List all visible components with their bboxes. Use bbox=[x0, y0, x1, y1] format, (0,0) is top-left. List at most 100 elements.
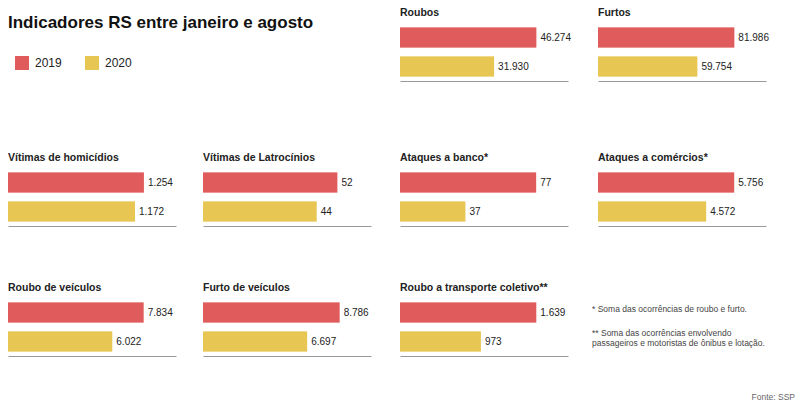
panel: Furtos 81.986 59.754 bbox=[598, 6, 769, 82]
panel: Furto de veículos 8.786 6.697 bbox=[203, 281, 372, 357]
x-axis bbox=[401, 226, 569, 227]
title: Indicadores RS entre janeiro e agosto bbox=[8, 13, 313, 32]
panel: Vítimas de Latrocínios 5244 bbox=[203, 151, 372, 227]
bar bbox=[8, 302, 144, 322]
bar bbox=[203, 302, 340, 322]
panel-title: Roubos bbox=[400, 6, 439, 18]
panel-title: Furto de veículos bbox=[203, 281, 290, 293]
bar bbox=[598, 201, 706, 221]
x-axis-line bbox=[9, 226, 177, 227]
legend-label: 2020 bbox=[105, 56, 132, 70]
data-label: 5.756 bbox=[738, 177, 763, 188]
x-axis-line bbox=[599, 226, 767, 227]
data-label: 46.274 bbox=[540, 32, 571, 43]
bar bbox=[400, 302, 536, 322]
bar bbox=[400, 56, 494, 76]
x-axis-line bbox=[204, 356, 372, 357]
bars bbox=[400, 302, 536, 351]
x-axis-line bbox=[401, 356, 569, 357]
panel-title: Roubo de veículos bbox=[8, 281, 102, 293]
x-axis-line bbox=[401, 226, 569, 227]
annotation: ** Soma das ocorrências envolvendopassag… bbox=[592, 328, 765, 348]
bar bbox=[203, 172, 337, 192]
chart-root: Indicadores RS entre janeiro e agosto 201… bbox=[0, 0, 800, 409]
bars bbox=[8, 172, 144, 221]
panel-title: Vítimas de Latrocínios bbox=[203, 151, 315, 163]
panel: Ataques a comércios* 5.756 4.572 bbox=[598, 151, 767, 227]
panel: Vítimas de homicídios 1.254 1.172 bbox=[8, 151, 177, 227]
data-labels: 77 37 bbox=[469, 177, 551, 217]
bar bbox=[598, 27, 734, 47]
legend-item: 2020 bbox=[85, 56, 132, 70]
bar bbox=[400, 27, 536, 47]
annotation: * Soma das ocorrências de roubo e furto. bbox=[592, 304, 747, 314]
bars bbox=[8, 302, 144, 351]
panel-title: Furtos bbox=[598, 6, 631, 18]
data-label: 44 bbox=[321, 206, 333, 217]
data-label: 37 bbox=[469, 206, 481, 217]
panel: Roubos 46.274 31.930 bbox=[400, 6, 571, 82]
bars bbox=[203, 172, 337, 221]
bar bbox=[8, 331, 112, 351]
panel: Ataques a banco* 77 37 bbox=[400, 151, 569, 227]
x-axis bbox=[599, 81, 767, 82]
bar bbox=[400, 331, 481, 351]
x-axis bbox=[401, 356, 569, 357]
data-labels: 8.786 6.697 bbox=[311, 307, 369, 347]
x-axis bbox=[9, 226, 177, 227]
panel: Roubo de veículos 7.834 6.022 bbox=[8, 281, 177, 357]
data-labels: 81.986 59.754 bbox=[701, 32, 769, 72]
data-label: 973 bbox=[485, 336, 502, 347]
data-labels: 46.274 31.930 bbox=[498, 32, 571, 72]
x-axis bbox=[9, 356, 177, 357]
data-label: 4.572 bbox=[710, 206, 735, 217]
x-axis-line bbox=[401, 81, 569, 82]
x-axis-line bbox=[9, 356, 177, 357]
data-label: 1.254 bbox=[148, 177, 173, 188]
panel: Roubo a transporte coletivo** 1.639 973 bbox=[400, 281, 569, 357]
data-label: 6.022 bbox=[116, 336, 141, 347]
bar bbox=[203, 331, 307, 351]
bar bbox=[598, 56, 697, 76]
data-labels: 1.639 973 bbox=[485, 307, 566, 347]
x-axis-line bbox=[599, 81, 767, 82]
bar bbox=[400, 201, 465, 221]
bar bbox=[400, 172, 536, 192]
legend-item: 2019 bbox=[15, 56, 62, 70]
bars bbox=[400, 172, 536, 221]
x-axis bbox=[599, 226, 767, 227]
data-labels: 7.834 6.022 bbox=[116, 307, 173, 347]
data-labels: 5244 bbox=[321, 177, 353, 217]
panel-title: Ataques a comércios* bbox=[598, 151, 709, 163]
bars bbox=[203, 302, 340, 351]
bar bbox=[8, 172, 144, 192]
legend-swatch bbox=[85, 56, 99, 70]
data-labels: 5.756 4.572 bbox=[710, 177, 763, 217]
x-axis bbox=[401, 81, 569, 82]
data-label: 1.639 bbox=[540, 307, 565, 318]
x-axis-line bbox=[204, 226, 372, 227]
data-label: 59.754 bbox=[701, 61, 732, 72]
x-axis bbox=[204, 356, 372, 357]
legend-swatch bbox=[15, 56, 29, 70]
bar bbox=[598, 172, 734, 192]
bars bbox=[400, 27, 536, 76]
bar bbox=[203, 201, 317, 221]
data-label: 81.986 bbox=[738, 32, 769, 43]
data-label: 8.786 bbox=[344, 307, 369, 318]
legend: 2019 2020 bbox=[15, 56, 132, 70]
data-label: 6.697 bbox=[311, 336, 336, 347]
data-labels: 1.254 1.172 bbox=[139, 177, 173, 217]
data-label: 31.930 bbox=[498, 61, 529, 72]
data-label: 7.834 bbox=[148, 307, 173, 318]
panel-title: Ataques a banco* bbox=[400, 151, 489, 163]
legend-label: 2019 bbox=[35, 56, 62, 70]
data-label: 1.172 bbox=[139, 206, 164, 217]
data-label: 77 bbox=[540, 177, 552, 188]
bar bbox=[8, 201, 135, 221]
panel-title: Roubo a transporte coletivo** bbox=[400, 281, 549, 293]
annotation: Fonte: SSP bbox=[752, 392, 796, 402]
x-axis bbox=[204, 226, 372, 227]
bars bbox=[598, 27, 734, 76]
panel-title: Vítimas de homicídios bbox=[8, 151, 119, 163]
